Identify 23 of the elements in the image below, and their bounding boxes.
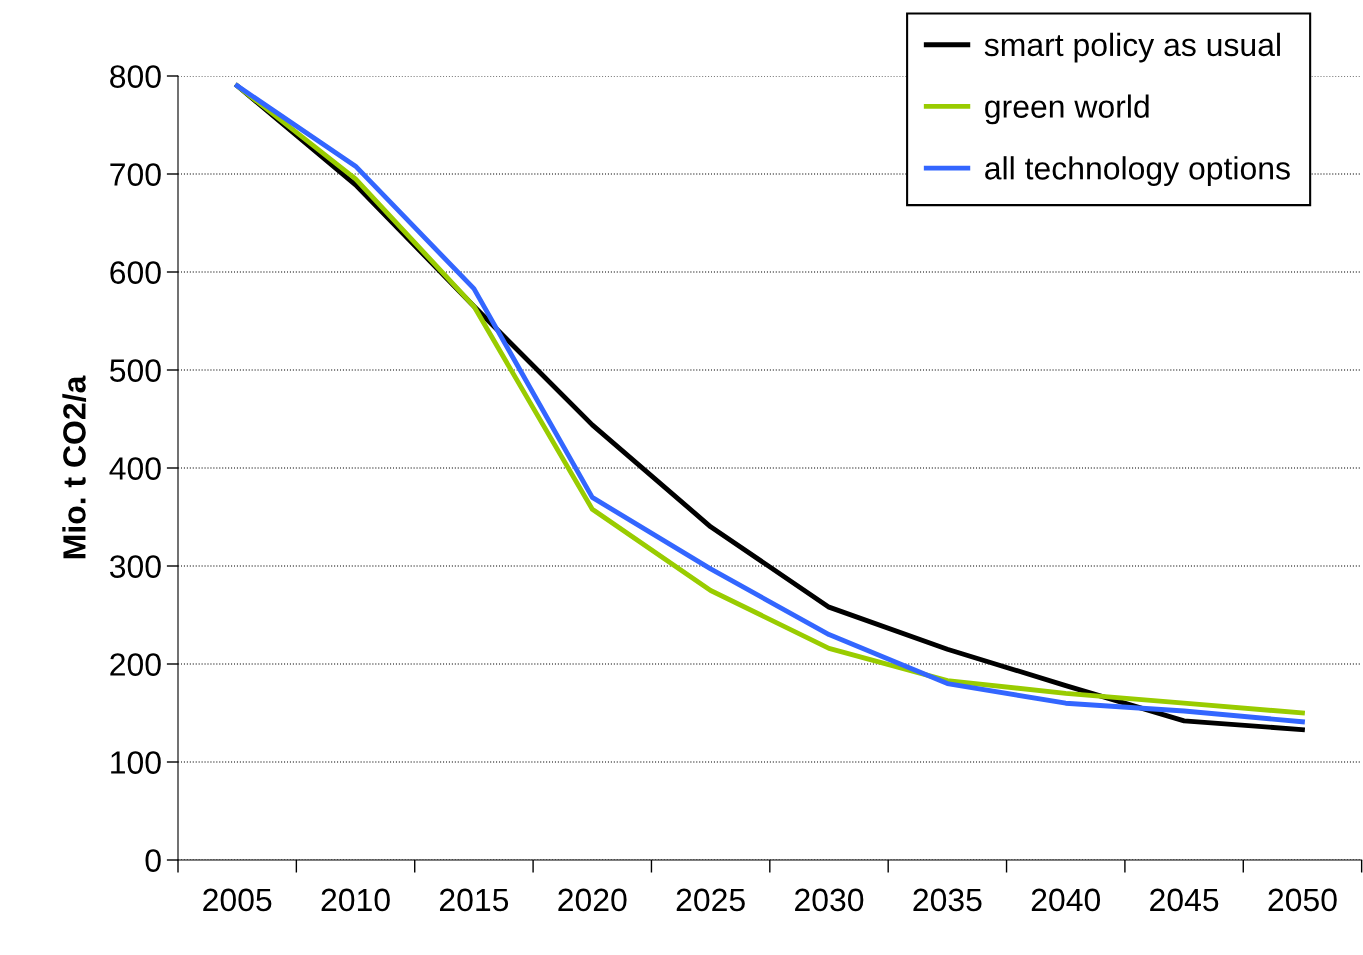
- x-tick-label: 2005: [203, 888, 272, 912]
- legend-label: green world: [985, 94, 1149, 125]
- y-tick-label: 700: [110, 163, 161, 186]
- y-axis-title: Mio. t CO2/a: [62, 375, 87, 559]
- x-tick-label: 2050: [1268, 888, 1337, 912]
- x-tick-label: 2030: [795, 888, 864, 912]
- y-tick-label: 300: [109, 555, 161, 578]
- y-tick-label: 400: [109, 457, 161, 480]
- x-tick-label: 2015: [439, 888, 509, 912]
- y-tick-label: 600: [110, 261, 161, 284]
- y-tick-label: 100: [111, 751, 161, 774]
- x-tick-label: 2025: [676, 888, 745, 912]
- x-tick-label: 2020: [558, 888, 627, 912]
- x-tick-label: 2040: [1031, 888, 1101, 912]
- x-tick-label: 2045: [1150, 888, 1219, 912]
- y-tick-label: 500: [110, 359, 161, 382]
- y-tick-label: 800: [110, 65, 161, 88]
- legend-label: smart policy as usual: [984, 32, 1280, 63]
- legend-label: all technology options: [985, 156, 1290, 186]
- x-tick-label: 2010: [321, 888, 390, 912]
- y-tick-label: 200: [110, 653, 161, 676]
- x-tick-label: 2035: [913, 888, 982, 912]
- y-tick-label: 0: [145, 849, 161, 872]
